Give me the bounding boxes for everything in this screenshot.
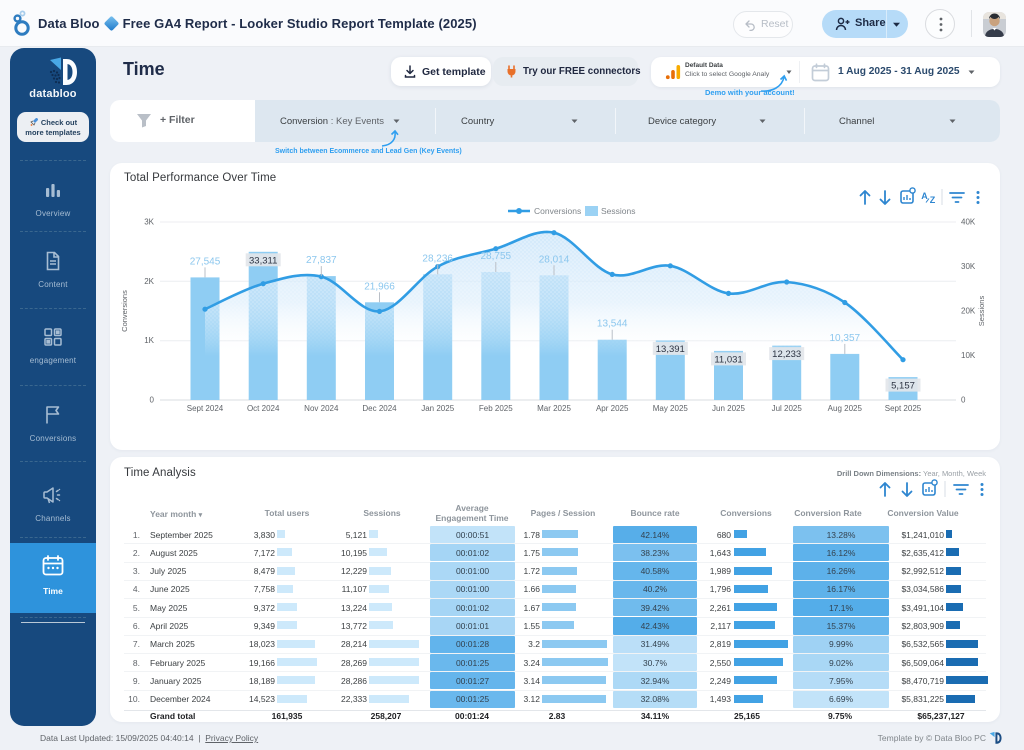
svg-text:Dec 2024: Dec 2024 (362, 404, 397, 413)
svg-text:A: A (921, 191, 928, 201)
svg-text:Sessions: Sessions (601, 206, 636, 216)
svg-text:Jan 2025: Jan 2025 (421, 404, 454, 413)
svg-text:3K: 3K (144, 218, 154, 227)
svg-text:Conversions: Conversions (120, 290, 129, 332)
svg-text:Oct 2024: Oct 2024 (247, 404, 280, 413)
svg-text:27,837: 27,837 (306, 255, 337, 266)
svg-text:28,014: 28,014 (539, 254, 570, 265)
svg-text:10,357: 10,357 (830, 333, 861, 344)
svg-text:28,755: 28,755 (481, 251, 512, 262)
svg-text:2K: 2K (144, 277, 154, 286)
svg-text:5,157: 5,157 (891, 381, 915, 392)
svg-text:10K: 10K (961, 351, 976, 360)
svg-text:Apr 2025: Apr 2025 (596, 404, 629, 413)
svg-text:Nov 2024: Nov 2024 (304, 404, 339, 413)
svg-text:Sessions: Sessions (977, 296, 986, 327)
svg-text:13,391: 13,391 (656, 344, 685, 355)
svg-text:13,544: 13,544 (597, 319, 628, 330)
svg-text:30K: 30K (961, 262, 976, 271)
svg-text:0: 0 (961, 396, 966, 405)
svg-text:Aug 2025: Aug 2025 (828, 404, 863, 413)
svg-text:0: 0 (150, 396, 155, 405)
svg-text:Z: Z (930, 195, 936, 205)
svg-text:21,966: 21,966 (364, 281, 395, 292)
svg-text:Jul 2025: Jul 2025 (772, 404, 803, 413)
svg-text:May 2025: May 2025 (653, 404, 689, 413)
svg-text:20K: 20K (961, 307, 976, 316)
svg-text:1K: 1K (144, 336, 154, 345)
svg-text:40K: 40K (961, 218, 976, 227)
svg-text:27,545: 27,545 (190, 256, 221, 267)
svg-text:Sept 2025: Sept 2025 (885, 404, 922, 413)
svg-text:Sept 2024: Sept 2024 (187, 404, 224, 413)
svg-text:Feb 2025: Feb 2025 (479, 404, 513, 413)
svg-text:12,233: 12,233 (772, 349, 801, 360)
svg-text:Conversions: Conversions (534, 206, 581, 216)
svg-text:Jun 2025: Jun 2025 (712, 404, 745, 413)
svg-text:28,236: 28,236 (422, 253, 453, 264)
svg-text:11,031: 11,031 (714, 354, 742, 365)
svg-text:Mar 2025: Mar 2025 (537, 404, 571, 413)
svg-text:33,311: 33,311 (249, 255, 277, 266)
